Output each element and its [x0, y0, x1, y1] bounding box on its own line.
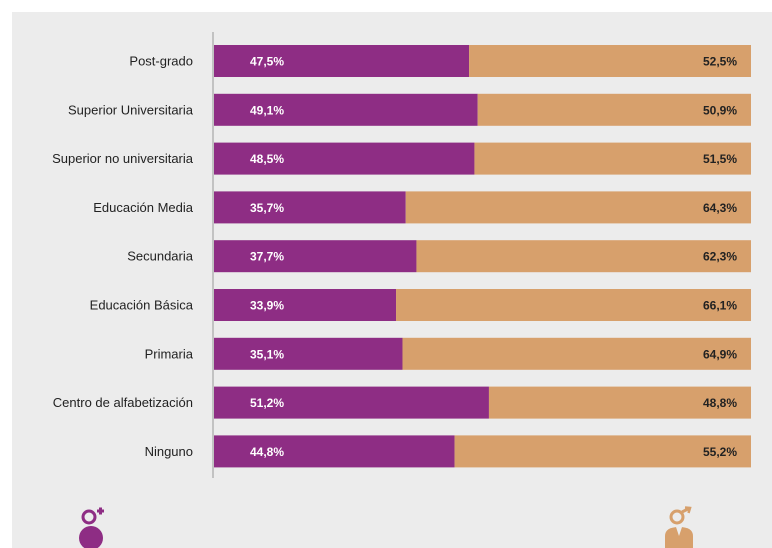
bar-segment-male: [402, 337, 751, 370]
bar-segment-female: [214, 289, 397, 321]
bar-segment-male: [474, 142, 751, 175]
data-label-male: 66,1%: [703, 299, 737, 313]
category-label: Superior Universitaria: [68, 102, 194, 117]
category-label: Superior no universitaria: [52, 151, 194, 166]
bar-row: Centro de alfabetización 51,2% 48,8%: [53, 386, 751, 419]
bar-row: Superior no universitaria 48,5% 51,5%: [52, 142, 751, 175]
bar-segment-female: [214, 93, 478, 126]
bar-segment-female: [214, 45, 470, 77]
bar-segment-female: [214, 142, 475, 175]
bar-segment-female: [214, 337, 403, 370]
category-label: Educación Básica: [90, 298, 194, 313]
bar-segment-male: [396, 289, 751, 321]
bar-row: Educación Media 35,7% 64,3%: [93, 191, 751, 224]
data-label-female: 35,7%: [250, 201, 284, 215]
category-label: Educación Media: [93, 200, 193, 215]
bar-row: Superior Universitaria 49,1% 50,9%: [68, 93, 751, 126]
bar-segment-male: [454, 435, 751, 468]
data-label-female: 33,9%: [250, 299, 284, 313]
category-label: Secundaria: [127, 249, 194, 264]
bar-segment-male: [469, 45, 751, 77]
bar-segment-female: [214, 240, 417, 273]
bar-segment-female: [214, 386, 489, 419]
category-label: Post-grado: [129, 54, 193, 69]
bar-segment-male: [405, 191, 751, 224]
category-label: Centro de alfabetización: [53, 395, 193, 410]
data-label-female: 51,2%: [250, 396, 284, 410]
data-label-female: 47,5%: [250, 55, 284, 69]
data-label-male: 48,8%: [703, 396, 737, 410]
bar-row: Ninguno 44,8% 55,2%: [145, 435, 751, 468]
bar-row: Post-grado 47,5% 52,5%: [129, 45, 751, 77]
data-label-male: 51,5%: [703, 152, 737, 166]
data-label-male: 55,2%: [703, 445, 737, 459]
data-label-female: 48,5%: [250, 152, 284, 166]
male-symbol-icon: [665, 506, 693, 548]
bar-segment-female: [214, 435, 455, 468]
data-label-female: 44,8%: [250, 445, 284, 459]
bar-segment-female: [214, 191, 406, 224]
bar-row: Educación Básica 33,9% 66,1%: [90, 289, 751, 321]
data-label-male: 52,5%: [703, 55, 737, 69]
data-label-female: 37,7%: [250, 250, 284, 264]
bar-segment-male: [477, 93, 751, 126]
category-label: Primaria: [145, 346, 194, 361]
data-label-female: 49,1%: [250, 103, 284, 117]
bar-row: Primaria 35,1% 64,9%: [145, 337, 751, 370]
data-label-male: 64,3%: [703, 201, 737, 215]
female-symbol-icon: [79, 507, 104, 548]
bar-row: Secundaria 37,7% 62,3%: [127, 240, 751, 273]
data-label-male: 62,3%: [703, 250, 737, 264]
category-label: Ninguno: [145, 444, 193, 459]
bar-segment-male: [488, 386, 751, 419]
data-label-male: 50,9%: [703, 103, 737, 117]
data-label-male: 64,9%: [703, 347, 737, 361]
bar-segment-male: [416, 240, 751, 273]
data-label-female: 35,1%: [250, 347, 284, 361]
